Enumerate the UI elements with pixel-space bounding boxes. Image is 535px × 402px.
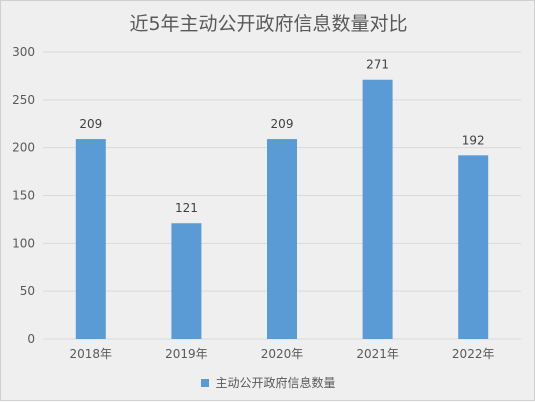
bar xyxy=(75,139,106,339)
x-tick-label: 2021年 xyxy=(356,347,399,361)
y-axis-ticks: 0 50 100 150 200 250 300 xyxy=(12,45,35,346)
y-tick-label: 0 xyxy=(27,332,35,346)
bar xyxy=(362,79,393,339)
bar-series xyxy=(75,79,489,339)
bar xyxy=(267,139,297,339)
y-tick-label: 100 xyxy=(12,236,35,250)
data-label: 209 xyxy=(271,117,294,131)
legend-swatch xyxy=(201,378,210,387)
x-axis-ticks: 2018年 2019年 2020年 2021年 2022年 xyxy=(70,347,495,361)
data-label: 209 xyxy=(79,117,102,131)
y-tick-label: 200 xyxy=(12,141,35,155)
y-tick-label: 150 xyxy=(12,189,35,203)
x-tick-label: 2020年 xyxy=(261,347,304,361)
y-tick-label: 300 xyxy=(12,45,35,59)
x-tick-label: 2018年 xyxy=(70,347,113,361)
legend: 主动公开政府信息数量 xyxy=(1,374,535,391)
bar xyxy=(458,155,489,339)
legend-label: 主动公开政府信息数量 xyxy=(215,376,336,390)
bar xyxy=(171,223,202,339)
y-tick-label: 250 xyxy=(12,93,35,107)
chart-title: 近5年主动公开政府信息数量对比 xyxy=(129,13,408,35)
x-tick-label: 2019年 xyxy=(165,347,208,361)
data-label: 271 xyxy=(366,58,389,72)
data-label: 192 xyxy=(462,133,485,147)
data-labels: 209 121 209 271 192 xyxy=(79,58,484,216)
x-tick-label: 2022年 xyxy=(452,347,495,361)
data-label: 121 xyxy=(175,201,198,215)
y-tick-label: 50 xyxy=(20,284,35,298)
